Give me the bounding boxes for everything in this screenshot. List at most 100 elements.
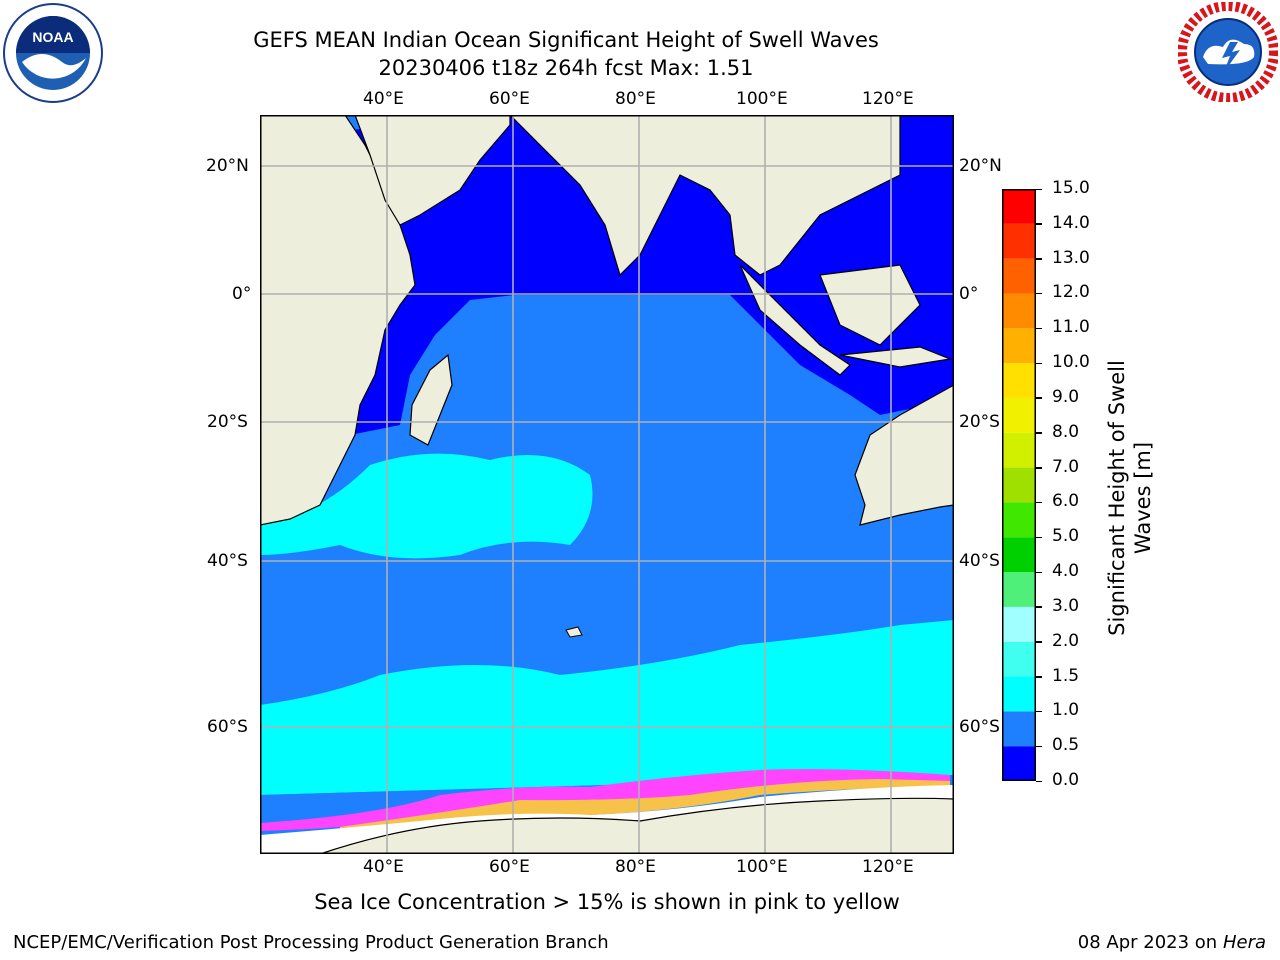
footer-host: Hera (1222, 932, 1266, 953)
colorbar-label: 10.0 (1052, 352, 1090, 373)
lon-tick-bottom-120e: 120°E (862, 857, 914, 877)
colorbar-segment (1002, 676, 1036, 712)
colorbar-segment (1002, 711, 1036, 747)
colorbar-segment (1002, 641, 1036, 677)
colorbar-segment (1002, 432, 1036, 468)
lat-tick-right-20n: 20°N (959, 156, 1002, 176)
colorbar-title-line2: Waves [m] (1131, 441, 1155, 555)
sumatra-land (739, 264, 851, 376)
lat-tick-right-60s: 60°S (959, 717, 1000, 737)
colorbar-tick (1036, 188, 1042, 190)
colorbar-tick (1036, 501, 1042, 504)
lat-tick-right-40s: 40°S (959, 551, 1000, 571)
colorbar-tick (1036, 327, 1042, 330)
colorbar-label: 2.0 (1052, 630, 1080, 651)
map-frame (260, 115, 954, 854)
colorbar-label: 11.0 (1052, 317, 1090, 338)
lon-tick-bottom-80e: 80°E (615, 857, 656, 877)
footer-date: 08 Apr 2023 on Hera (1078, 932, 1266, 953)
colorbar-tick (1036, 258, 1042, 260)
map-canvas (260, 115, 954, 854)
colorbar-segment (1002, 328, 1036, 364)
colorbar-frame (1002, 189, 1036, 781)
lon-tick-top-80e: 80°E (615, 89, 656, 109)
kerguelen-island (565, 626, 583, 638)
sea-ice-yellow (340, 779, 950, 833)
colorbar-label: 5.0 (1052, 526, 1080, 547)
colorbar-segment (1002, 502, 1036, 538)
lat-tick-left-20s: 20°S (207, 412, 248, 432)
lon-tick-top-100e: 100°E (736, 89, 788, 109)
map-gridlines (260, 115, 954, 854)
lon-tick-bottom-60e: 60°E (489, 857, 530, 877)
lon-tick-top-40e: 40°E (363, 89, 404, 109)
colorbar-tick (1036, 432, 1042, 434)
borneo-land (819, 264, 921, 346)
colorbar-label: 1.5 (1052, 665, 1080, 686)
lon-tick-top-120e: 120°E (862, 89, 914, 109)
chart-title: GEFS MEAN Indian Ocean Significant Heigh… (253, 28, 879, 52)
colorbar-label: 8.0 (1052, 421, 1080, 442)
south-asia-land (509, 115, 901, 277)
colorbar-segment (1002, 572, 1036, 607)
colorbar-label: 15.0 (1052, 178, 1090, 198)
colorbar-segment (1002, 258, 1036, 294)
java-land (839, 346, 953, 368)
colorbar-segment (1002, 397, 1036, 433)
noaa-logo-icon: NOAA (2, 2, 104, 104)
colorbar-segment (1002, 606, 1036, 642)
colorbar-label: 0.0 (1052, 770, 1080, 790)
swell-band-1.0-1.5-south (260, 620, 954, 795)
noaa-logo-text: NOAA (32, 29, 73, 45)
colorbar-label: 7.0 (1052, 456, 1080, 477)
lat-tick-left-40s: 40°S (207, 551, 248, 571)
colorbar-segment (1002, 467, 1036, 503)
lat-tick-left-0: 0° (232, 284, 252, 304)
colorbar (1002, 189, 1036, 781)
nws-logo-icon (1177, 1, 1279, 103)
colorbar-label: 12.0 (1052, 282, 1090, 303)
lat-tick-left-60s: 60°S (207, 717, 248, 737)
colorbar-title: Significant Height of Swell Waves [m] (1104, 338, 1156, 658)
colorbar-tick (1036, 606, 1042, 608)
swell-band-1.0-1.5-mid (260, 453, 593, 559)
colorbar-segment (1002, 537, 1036, 573)
colorbar-title-line1: Significant Height of Swell (1105, 360, 1129, 636)
sea-ice-caption: Sea Ice Concentration > 15% is shown in … (314, 890, 900, 914)
colorbar-tick (1036, 780, 1042, 782)
colorbar-tick (1036, 362, 1042, 365)
lat-tick-right-0: 0° (959, 284, 979, 304)
australia-land (854, 384, 954, 526)
lon-tick-top-60e: 60°E (489, 89, 530, 109)
colorbar-label: 14.0 (1052, 212, 1090, 233)
lon-tick-bottom-100e: 100°E (736, 857, 788, 877)
colorbar-tick (1036, 641, 1042, 643)
footer-date-text: 08 Apr 2023 on (1077, 932, 1223, 953)
colorbar-tick (1036, 292, 1042, 295)
lon-tick-bottom-40e: 40°E (363, 857, 404, 877)
colorbar-tick (1036, 571, 1042, 574)
colorbar-segment (1002, 223, 1036, 259)
colorbar-label: 9.0 (1052, 386, 1080, 407)
antarctica-land (319, 797, 954, 854)
colorbar-label: 6.0 (1052, 491, 1080, 512)
colorbar-tick (1036, 397, 1042, 399)
colorbar-tick (1036, 467, 1042, 469)
colorbar-label: 13.0 (1052, 247, 1090, 268)
chart-subtitle: 20230406 t18z 264h fcst Max: 1.51 (378, 56, 754, 80)
colorbar-segment (1002, 189, 1036, 224)
colorbar-tick (1036, 745, 1042, 748)
colorbar-segment (1002, 746, 1036, 781)
colorbar-segment (1002, 293, 1036, 329)
colorbar-label: 3.0 (1052, 595, 1080, 616)
lat-tick-left-20n: 20°N (206, 156, 249, 176)
colorbar-segment (1002, 363, 1036, 398)
colorbar-tick (1036, 676, 1042, 678)
lat-tick-right-20s: 20°S (959, 412, 1000, 432)
footer-credit: NCEP/EMC/Verification Post Processing Pr… (13, 932, 609, 953)
colorbar-tick (1036, 223, 1042, 225)
colorbar-tick (1036, 536, 1042, 539)
colorbar-tick (1036, 710, 1042, 713)
colorbar-label: 4.0 (1052, 561, 1080, 582)
colorbar-label: 1.0 (1052, 700, 1080, 721)
